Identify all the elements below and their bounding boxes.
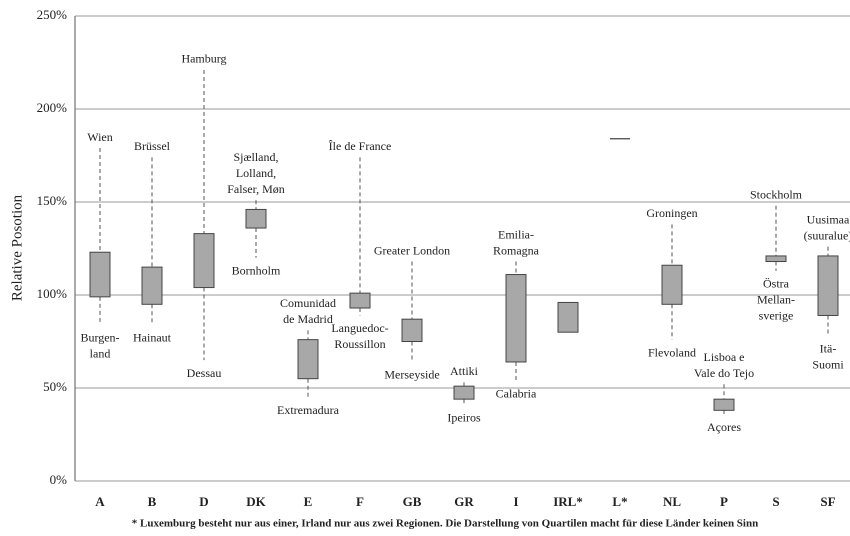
region-label: Ipeiros: [447, 410, 481, 424]
region-label: Vale do Tejo: [694, 366, 754, 380]
box: [297, 339, 319, 380]
region-label: Île de France: [329, 139, 392, 153]
y-tick-label: 150%: [37, 193, 68, 208]
x-tick-label: A: [95, 494, 105, 509]
box: [245, 208, 267, 229]
region-label: Stockholm: [750, 187, 803, 201]
x-tick-label: L*: [612, 494, 627, 509]
box: [401, 318, 423, 342]
x-tick-label: E: [304, 494, 313, 509]
region-label: Mellan-: [757, 293, 795, 307]
y-tick-label: 100%: [37, 286, 68, 301]
region-label: Brüssel: [134, 139, 171, 153]
region-label: Açores: [707, 420, 741, 434]
y-axis-label: Relative Posotion: [9, 194, 25, 301]
region-label: Comunidad: [280, 296, 336, 310]
region-label: de Madrid: [283, 312, 333, 326]
region-label: Sjælland,: [233, 150, 278, 164]
region-label: Uusimaa: [807, 212, 850, 226]
region-label: Extremadura: [277, 403, 340, 417]
y-tick-label: 250%: [37, 7, 68, 22]
region-label: Hamburg: [181, 52, 226, 66]
x-tick-label: I: [513, 494, 518, 509]
region-label: (suuralue): [804, 228, 850, 242]
x-tick-label: NL: [663, 494, 681, 509]
y-tick-label: 50%: [43, 379, 67, 394]
region-label: Suomi: [812, 358, 844, 372]
box: [89, 251, 111, 298]
y-tick-label: 200%: [37, 100, 68, 115]
x-tick-label: DK: [246, 494, 266, 509]
box: [141, 266, 163, 305]
x-tick-label: IRL*: [553, 494, 583, 509]
region-label: Hainaut: [133, 331, 172, 345]
region-label: Bornholm: [232, 264, 281, 278]
region-label: Emilia-: [498, 227, 534, 241]
region-label: Languedoc-: [331, 321, 388, 335]
region-label: Flevoland: [648, 345, 696, 359]
box: [661, 264, 683, 305]
region-label: Wien: [87, 130, 113, 144]
box: [349, 292, 371, 309]
region-label: Romagna: [493, 243, 540, 257]
y-tick-label: 0%: [50, 472, 68, 487]
x-tick-label: SF: [820, 494, 835, 509]
x-tick-label: GR: [454, 494, 474, 509]
region-label: Lolland,: [236, 166, 276, 180]
region-label: Greater London: [374, 243, 450, 257]
x-tick-label: P: [720, 494, 728, 509]
region-label: Lisboa e: [704, 350, 745, 364]
box: [557, 301, 579, 333]
region-label: Itä-: [820, 342, 837, 356]
region-label: Dessau: [187, 366, 222, 380]
region-label: sverige: [759, 309, 794, 323]
region-label: Groningen: [646, 206, 697, 220]
box: [713, 398, 735, 411]
x-tick-label: GB: [403, 494, 422, 509]
region-label: Burgen-: [80, 331, 119, 345]
box: [453, 385, 475, 400]
region-label: Roussillon: [334, 337, 385, 351]
region-label: Attiki: [450, 364, 479, 378]
box: [193, 233, 215, 289]
x-tick-label: D: [199, 494, 208, 509]
footnote: * Luxemburg besteht nur aus einer, Irlan…: [132, 518, 758, 530]
region-label: Calabria: [496, 386, 537, 400]
region-label: Merseyside: [384, 368, 439, 382]
x-tick-label: F: [356, 494, 364, 509]
box: [765, 255, 787, 263]
box: [505, 274, 527, 363]
region-label: Falser, Møn: [227, 182, 285, 196]
x-tick-label: S: [772, 494, 779, 509]
box: [817, 255, 839, 316]
x-tick-label: B: [148, 494, 157, 509]
region-label: land: [90, 347, 111, 361]
region-label: Östra: [763, 277, 790, 291]
